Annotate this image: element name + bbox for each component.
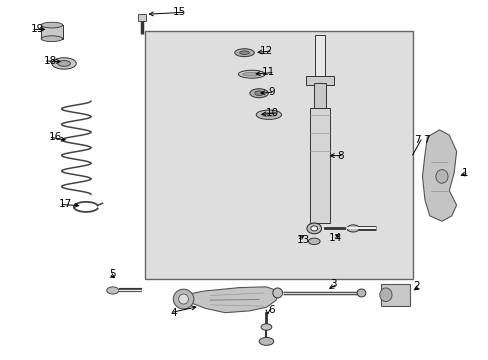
Text: 14: 14 — [328, 233, 341, 243]
Ellipse shape — [256, 110, 281, 120]
Ellipse shape — [52, 58, 76, 69]
Text: 1: 1 — [461, 168, 468, 178]
Ellipse shape — [249, 89, 268, 98]
Text: 10: 10 — [265, 108, 278, 118]
Bar — [138, 14, 146, 22]
Ellipse shape — [379, 288, 391, 302]
Ellipse shape — [178, 294, 188, 304]
Ellipse shape — [41, 22, 62, 28]
Text: 8: 8 — [337, 150, 343, 161]
Text: 2: 2 — [412, 281, 419, 291]
Text: 4: 4 — [170, 308, 177, 318]
Text: 17: 17 — [59, 199, 72, 210]
Text: 15: 15 — [172, 7, 185, 17]
Ellipse shape — [261, 113, 276, 117]
Text: 13: 13 — [297, 235, 310, 245]
Text: 7: 7 — [413, 135, 420, 145]
Bar — [314, 35, 325, 83]
Ellipse shape — [435, 170, 447, 183]
Text: 16: 16 — [48, 132, 61, 142]
Ellipse shape — [308, 238, 320, 244]
Ellipse shape — [234, 49, 254, 57]
Ellipse shape — [272, 288, 282, 298]
Text: 18: 18 — [43, 56, 57, 66]
Bar — [309, 108, 330, 223]
Bar — [306, 76, 333, 85]
Ellipse shape — [259, 337, 273, 345]
Ellipse shape — [306, 223, 321, 234]
Ellipse shape — [173, 289, 193, 309]
Ellipse shape — [58, 60, 70, 66]
Bar — [41, 25, 62, 39]
Ellipse shape — [238, 70, 264, 78]
Text: 3: 3 — [330, 279, 336, 289]
Ellipse shape — [310, 226, 317, 231]
Text: 5: 5 — [109, 269, 115, 279]
Ellipse shape — [242, 72, 261, 76]
Ellipse shape — [356, 289, 365, 297]
Ellipse shape — [106, 287, 119, 294]
Ellipse shape — [254, 91, 263, 95]
Bar — [380, 284, 409, 306]
Bar — [144, 31, 412, 279]
Text: 19: 19 — [31, 24, 44, 35]
Polygon shape — [185, 287, 278, 313]
Ellipse shape — [239, 51, 249, 54]
Polygon shape — [422, 130, 456, 221]
Ellipse shape — [346, 225, 359, 232]
Text: 12: 12 — [259, 46, 272, 56]
Text: 6: 6 — [267, 305, 274, 315]
Text: 7: 7 — [423, 135, 429, 145]
Ellipse shape — [41, 36, 62, 41]
Text: 11: 11 — [261, 67, 274, 77]
Bar — [313, 83, 325, 108]
Text: 9: 9 — [267, 87, 274, 97]
Ellipse shape — [261, 324, 271, 330]
